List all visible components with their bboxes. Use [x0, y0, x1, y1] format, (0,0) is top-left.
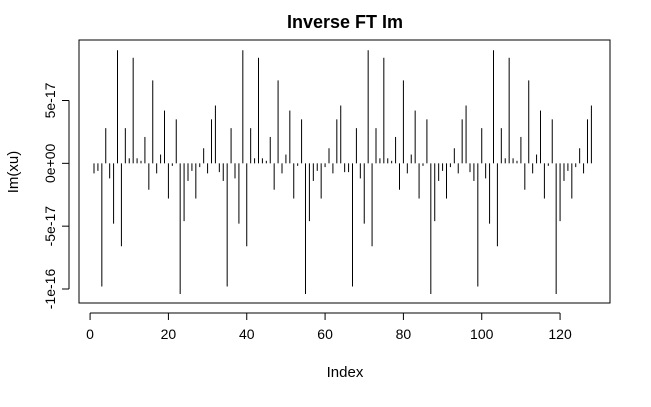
x-tick-label: 40	[239, 326, 255, 342]
y-tick-label: 5e-17	[42, 82, 58, 118]
x-axis: 0 20 40 60 80 100 120	[86, 312, 572, 342]
x-tick-label: 80	[396, 326, 412, 342]
y-tick-label: -5e-17	[42, 206, 58, 247]
y-tick-label: 0e+00	[42, 143, 58, 183]
y-axis-label: Im(xu)	[5, 151, 22, 194]
y-tick-label: -1e-16	[42, 269, 58, 310]
y-axis: -1e-16 -5e-17 0e+00 5e-17	[42, 82, 70, 310]
x-tick-label: 20	[161, 326, 177, 342]
plot-frame	[78, 39, 611, 304]
x-axis-label: Index	[327, 364, 364, 381]
x-tick-label: 120	[548, 326, 572, 342]
chart-title: Inverse FT Im	[287, 12, 403, 32]
x-tick-label: 100	[470, 326, 494, 342]
x-tick-label: 60	[317, 326, 333, 342]
x-tick-label: 0	[86, 326, 94, 342]
data-series	[93, 50, 592, 295]
